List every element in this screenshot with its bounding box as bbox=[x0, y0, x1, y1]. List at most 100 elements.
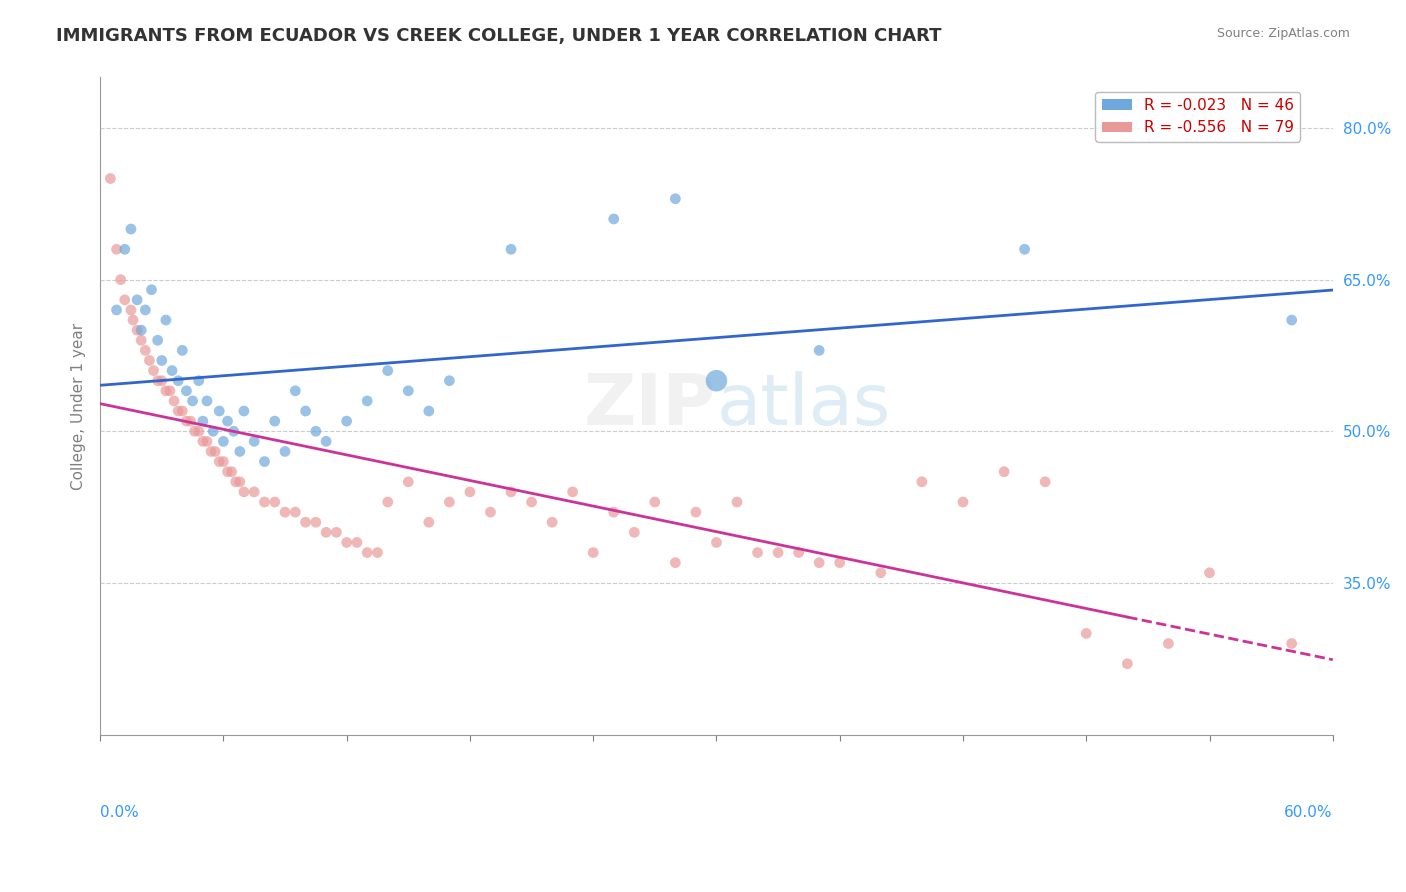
Y-axis label: College, Under 1 year: College, Under 1 year bbox=[72, 322, 86, 490]
Point bbox=[163, 393, 186, 408]
Point bbox=[396, 475, 419, 489]
Point bbox=[603, 211, 626, 226]
Point bbox=[274, 505, 297, 519]
Point bbox=[284, 505, 307, 519]
Point bbox=[644, 495, 666, 509]
Point bbox=[172, 404, 194, 418]
Point bbox=[110, 272, 132, 286]
Point bbox=[142, 363, 165, 377]
Point bbox=[200, 444, 222, 458]
Point bbox=[520, 495, 543, 509]
Point bbox=[159, 384, 181, 398]
Point bbox=[479, 505, 502, 519]
Point bbox=[195, 434, 218, 449]
Point bbox=[274, 444, 297, 458]
Point bbox=[204, 444, 226, 458]
Point bbox=[356, 393, 378, 408]
Point bbox=[305, 515, 328, 529]
Point bbox=[127, 323, 149, 337]
Point bbox=[294, 404, 316, 418]
Point bbox=[191, 434, 214, 449]
Point bbox=[146, 374, 169, 388]
Point bbox=[172, 343, 194, 358]
Point bbox=[623, 525, 645, 540]
Text: 60.0%: 60.0% bbox=[1284, 805, 1333, 821]
Point bbox=[706, 374, 728, 388]
Point bbox=[325, 525, 347, 540]
Point bbox=[232, 404, 254, 418]
Point bbox=[911, 475, 934, 489]
Point bbox=[418, 404, 440, 418]
Point bbox=[195, 393, 218, 408]
Point bbox=[1033, 475, 1056, 489]
Point bbox=[1281, 313, 1303, 327]
Point bbox=[120, 302, 142, 317]
Point bbox=[155, 384, 177, 398]
Point bbox=[160, 363, 183, 377]
Point bbox=[114, 242, 136, 256]
Point bbox=[603, 505, 626, 519]
Text: IMMIGRANTS FROM ECUADOR VS CREEK COLLEGE, UNDER 1 YEAR CORRELATION CHART: IMMIGRANTS FROM ECUADOR VS CREEK COLLEGE… bbox=[56, 27, 942, 45]
Point bbox=[253, 495, 276, 509]
Point bbox=[181, 393, 204, 408]
Point bbox=[155, 313, 177, 327]
Point bbox=[134, 302, 156, 317]
Point bbox=[176, 414, 198, 428]
Point bbox=[305, 424, 328, 438]
Point bbox=[150, 353, 173, 368]
Point bbox=[315, 525, 337, 540]
Point bbox=[243, 434, 266, 449]
Point bbox=[120, 222, 142, 236]
Point bbox=[232, 484, 254, 499]
Point bbox=[212, 454, 235, 468]
Point bbox=[217, 465, 239, 479]
Point bbox=[541, 515, 564, 529]
Point bbox=[356, 545, 378, 559]
Point bbox=[346, 535, 368, 549]
Point bbox=[1116, 657, 1139, 671]
Point bbox=[105, 242, 128, 256]
Point bbox=[766, 545, 789, 559]
Point bbox=[208, 454, 231, 468]
Point bbox=[993, 465, 1015, 479]
Point bbox=[100, 171, 122, 186]
Point bbox=[114, 293, 136, 307]
Point bbox=[808, 343, 831, 358]
Point bbox=[336, 414, 359, 428]
Point bbox=[499, 484, 522, 499]
Point bbox=[243, 484, 266, 499]
Point bbox=[377, 495, 399, 509]
Point bbox=[869, 566, 891, 580]
Point bbox=[263, 495, 285, 509]
Point bbox=[222, 424, 245, 438]
Point bbox=[167, 374, 190, 388]
Text: atlas: atlas bbox=[717, 371, 891, 441]
Point bbox=[458, 484, 481, 499]
Point bbox=[217, 414, 239, 428]
Point bbox=[336, 535, 359, 549]
Point bbox=[685, 505, 707, 519]
Point bbox=[183, 424, 205, 438]
Point bbox=[221, 465, 243, 479]
Point bbox=[150, 374, 173, 388]
Point bbox=[134, 343, 156, 358]
Point bbox=[366, 545, 388, 559]
Point bbox=[439, 374, 461, 388]
Point bbox=[253, 454, 276, 468]
Point bbox=[725, 495, 748, 509]
Point bbox=[747, 545, 769, 559]
Point bbox=[208, 404, 231, 418]
Point bbox=[138, 353, 160, 368]
Point bbox=[146, 333, 169, 347]
Point bbox=[127, 293, 149, 307]
Point bbox=[828, 556, 851, 570]
Point bbox=[229, 444, 252, 458]
Point bbox=[377, 363, 399, 377]
Point bbox=[664, 192, 686, 206]
Point bbox=[787, 545, 810, 559]
Point bbox=[263, 414, 285, 428]
Point bbox=[129, 323, 152, 337]
Legend: R = -0.023   N = 46, R = -0.556   N = 79: R = -0.023 N = 46, R = -0.556 N = 79 bbox=[1095, 92, 1301, 142]
Point bbox=[418, 515, 440, 529]
Point bbox=[129, 333, 152, 347]
